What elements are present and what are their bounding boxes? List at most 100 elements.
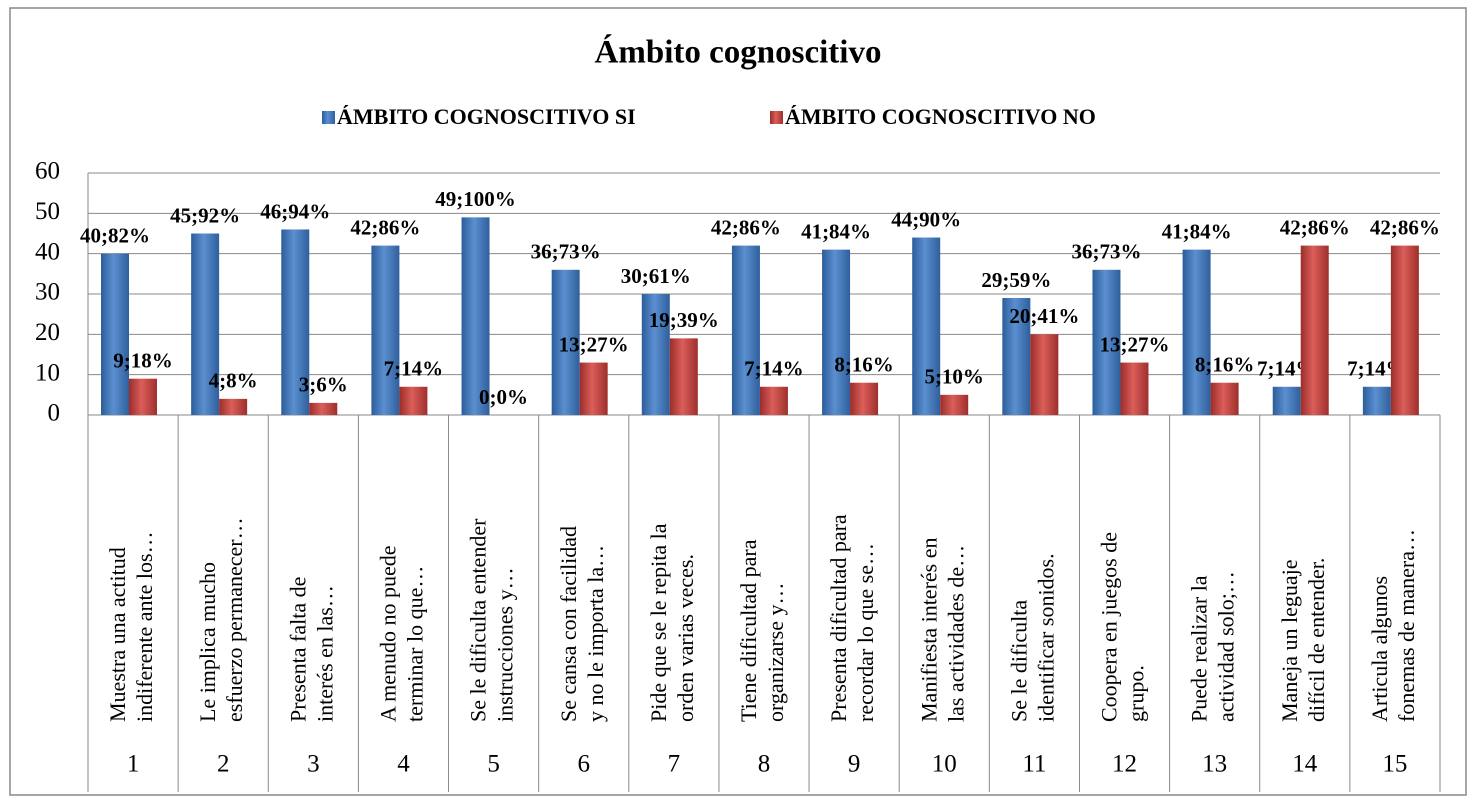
bar	[1272, 386, 1301, 415]
category-description: actividad solo;…	[1214, 571, 1239, 722]
bar	[822, 249, 851, 415]
data-label: 0;0%	[479, 385, 528, 409]
bar	[669, 338, 698, 415]
x-tick-label: 9	[848, 751, 861, 778]
category-description: difícil de entender.	[1304, 558, 1329, 722]
bar	[1092, 269, 1121, 415]
category-description: Maneja un leguaje	[1277, 560, 1302, 723]
category-description: Coopera en juegos de	[1097, 532, 1122, 722]
x-tick-label: 11	[1022, 751, 1046, 778]
bar	[731, 245, 760, 415]
x-tick-label: 13	[1202, 751, 1227, 778]
y-tick-label: 30	[35, 279, 60, 306]
category-description: esfuerzo permanecer…	[222, 517, 247, 722]
x-tick-label: 8	[758, 751, 771, 778]
category-description: A menudo no puede	[376, 545, 401, 722]
x-tick-label: 14	[1292, 751, 1318, 778]
category-description: terminar lo que…	[403, 566, 428, 722]
x-tick-label: 6	[577, 751, 590, 778]
category-description: Se le dificulta	[1006, 600, 1031, 722]
bar	[912, 237, 941, 415]
bar	[281, 229, 310, 415]
data-label: 13;27%	[1099, 332, 1169, 356]
y-tick-label: 60	[35, 158, 60, 185]
category-description: Se le dificulta entender	[466, 518, 491, 722]
data-label: 20;41%	[1009, 304, 1079, 328]
bar	[309, 402, 338, 415]
category-description: Puede realizar la	[1187, 575, 1212, 722]
bar	[191, 233, 220, 415]
data-label: 7;14%	[384, 357, 444, 381]
bar	[1030, 334, 1059, 415]
category-description: orden varias veces.	[673, 554, 698, 722]
category-description: Le implica mucho	[195, 562, 220, 722]
bar	[101, 253, 129, 415]
data-label: 30;61%	[621, 264, 691, 288]
category-description: Articula algunos	[1367, 576, 1392, 722]
data-label: 9;18%	[113, 349, 173, 373]
x-tick-label: 1	[127, 751, 140, 778]
bar	[1390, 245, 1419, 415]
data-label: 42;86%	[1370, 215, 1440, 239]
legend-label: ÁMBITO COGNOSCITIVO NO	[785, 104, 1096, 129]
data-label: 45;92%	[170, 203, 240, 227]
category-description: Se cansa con facilidad	[556, 526, 581, 722]
data-label: 42;86%	[350, 215, 420, 239]
category-description: grupo.	[1124, 665, 1149, 722]
category-description: identificar sonidos.	[1033, 553, 1058, 722]
x-tick-label: 5	[487, 751, 500, 778]
category-description: recordar lo que se…	[853, 543, 878, 722]
bar	[551, 269, 580, 415]
data-label: 42;86%	[711, 215, 781, 239]
data-label: 49;100%	[435, 187, 516, 211]
x-tick-label: 4	[397, 751, 410, 778]
chart-title: Ámbito cognoscitivo	[595, 34, 882, 71]
y-tick-label: 10	[35, 359, 60, 386]
bar	[940, 394, 969, 415]
data-label: 36;73%	[1071, 240, 1141, 264]
data-label: 13;27%	[559, 332, 629, 356]
bar	[1210, 382, 1239, 415]
category-description: fonemas de manera…	[1394, 529, 1419, 722]
category-description: y no le importa la…	[583, 545, 608, 722]
data-label: 44;90%	[891, 207, 961, 231]
category-description: las actividades de…	[943, 545, 968, 722]
data-label: 5;10%	[924, 365, 984, 389]
y-tick-label: 20	[35, 319, 60, 346]
category-description: Pide que se le repita la	[646, 523, 671, 722]
data-label: 8;16%	[1195, 353, 1255, 377]
x-tick-label: 10	[932, 751, 957, 778]
bar	[579, 362, 608, 415]
bar	[1002, 298, 1031, 415]
category-description: interés en las…	[312, 585, 337, 722]
category-description: indiferente ante los…	[132, 531, 157, 722]
data-label: 42;86%	[1280, 215, 1350, 239]
x-tick-label: 7	[668, 751, 681, 778]
category-description: organizarse y…	[763, 583, 788, 723]
bar	[850, 382, 879, 415]
data-label: 40;82%	[80, 223, 150, 247]
data-label: 4;8%	[209, 369, 258, 393]
x-tick-label: 15	[1382, 751, 1407, 778]
bar	[371, 245, 400, 415]
data-label: 29;59%	[981, 268, 1051, 292]
data-label: 19;39%	[649, 308, 719, 332]
bar	[1362, 386, 1391, 415]
x-tick-label: 2	[217, 751, 230, 778]
data-label: 8;16%	[834, 353, 894, 377]
y-tick-label: 40	[35, 238, 60, 265]
category-description: Presenta falta de	[285, 577, 310, 722]
data-label: 36;73%	[531, 240, 601, 264]
legend-label: ÁMBITO COGNOSCITIVO SI	[337, 104, 636, 129]
legend-swatch	[770, 111, 783, 124]
bar	[219, 398, 248, 415]
bar	[641, 294, 670, 415]
data-label: 41;84%	[801, 219, 871, 243]
category-description: instrucciones y…	[493, 567, 518, 722]
y-tick-label: 0	[48, 400, 61, 427]
data-label: 7;14%	[744, 357, 804, 381]
bar	[1300, 245, 1329, 415]
y-tick-label: 50	[35, 198, 60, 225]
data-label: 46;94%	[260, 199, 330, 223]
